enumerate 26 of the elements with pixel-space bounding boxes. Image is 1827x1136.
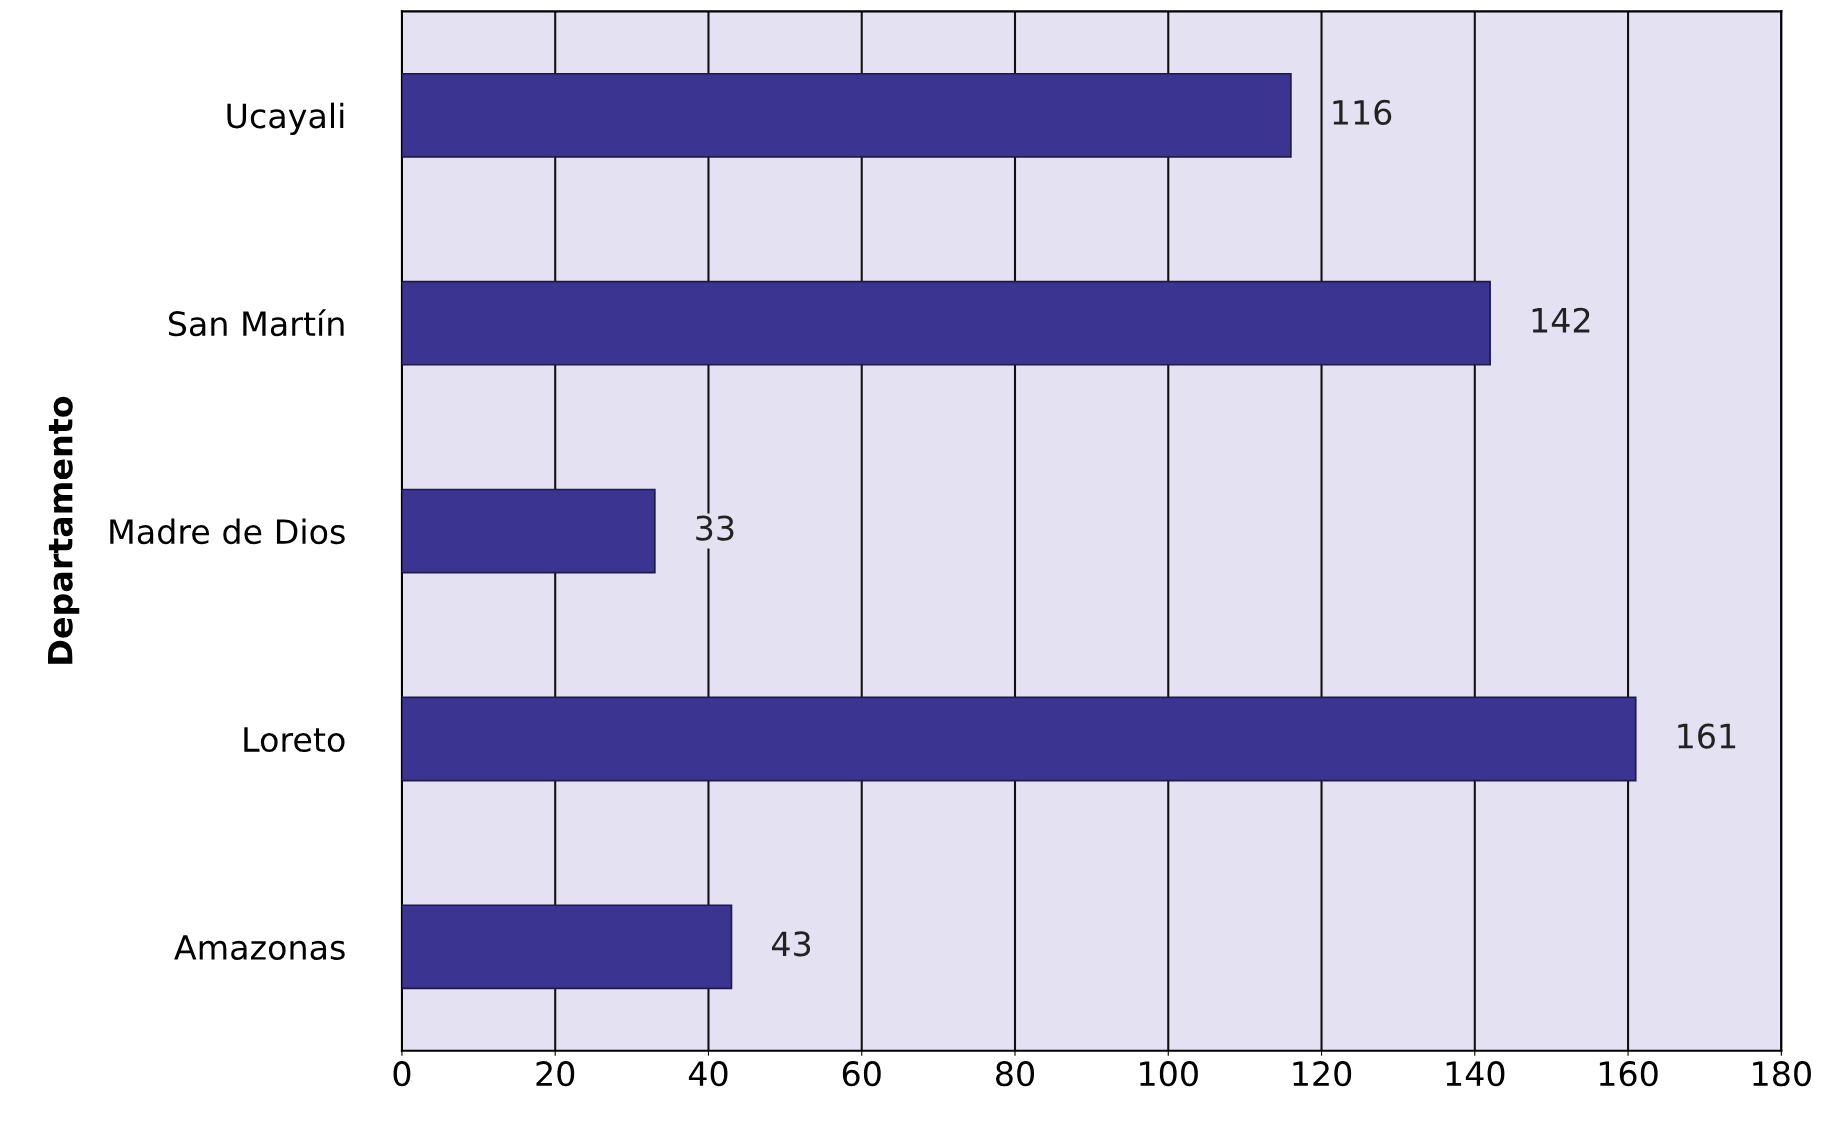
x-tick-label: 40 — [688, 1061, 728, 1087]
data-label: 142 — [1532, 307, 1590, 333]
x-tick-label: 100 — [1140, 1061, 1198, 1087]
data-label: 43 — [771, 931, 811, 957]
x-tick-label: 60 — [842, 1061, 881, 1087]
data-label: 161 — [1678, 723, 1736, 749]
x-tick-label: 180 — [1753, 1061, 1811, 1087]
x-tick-label: 20 — [536, 1061, 575, 1087]
y-tick-label: Amazonas — [174, 935, 345, 960]
data-label: 33 — [696, 515, 734, 541]
x-tick-label: 120 — [1293, 1061, 1352, 1087]
bar — [401, 904, 733, 990]
bar — [401, 72, 1292, 158]
x-tick-label: 0 — [393, 1061, 411, 1087]
data-label: 116 — [1333, 99, 1392, 125]
x-tick-label: 160 — [1599, 1061, 1658, 1087]
x-tick-label: 140 — [1446, 1061, 1505, 1087]
y-tick-label: San Martín — [168, 309, 344, 337]
y-axis-title: Departamento — [48, 396, 80, 664]
bar — [401, 280, 1491, 366]
y-tick-label: Loreto — [244, 727, 345, 753]
y-tick-label: Ucayali — [227, 102, 344, 135]
x-tick-label: 80 — [996, 1061, 1034, 1087]
bar — [401, 488, 656, 574]
y-tick-label: Madre de Dios — [110, 518, 345, 545]
bar — [401, 696, 1637, 782]
